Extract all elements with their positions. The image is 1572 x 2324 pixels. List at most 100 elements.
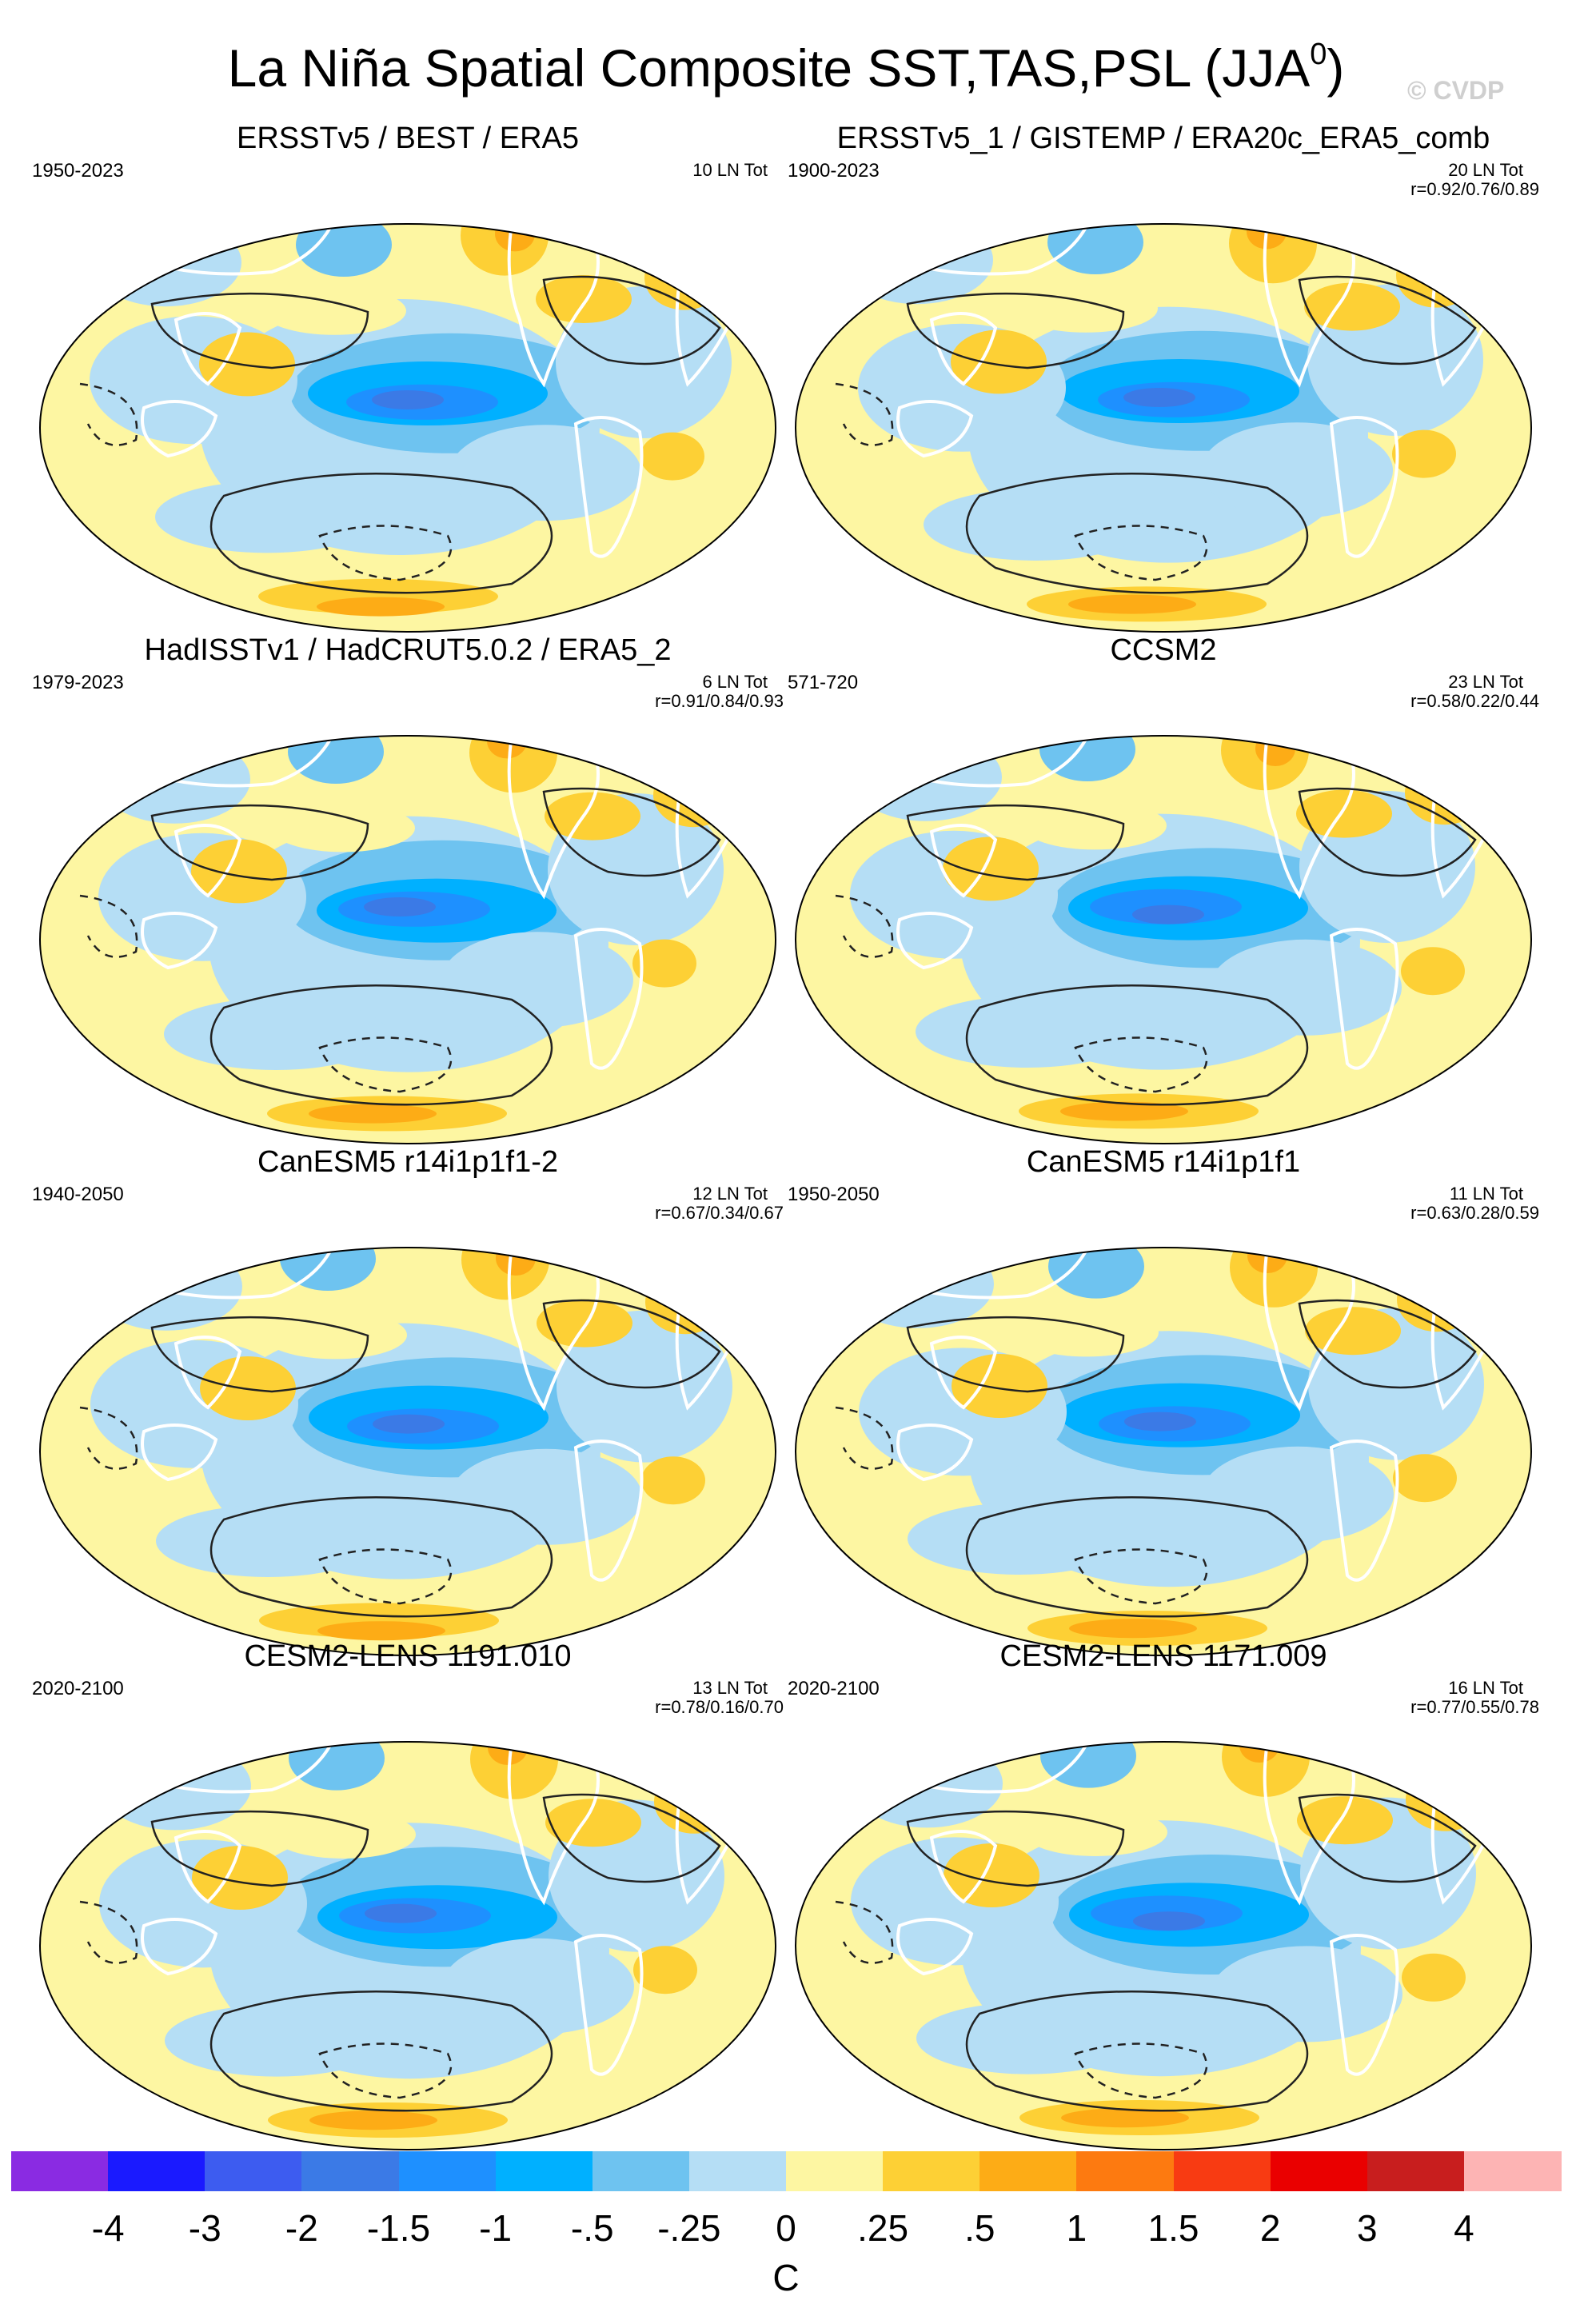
land-outline — [1329, 928, 1399, 1070]
anomaly-patch — [156, 1505, 380, 1577]
anomaly-field — [796, 1742, 1531, 2150]
anomaly-patch — [449, 425, 641, 521]
panel-period: 2020-2100 — [32, 1678, 124, 1699]
anomaly-patch — [372, 390, 444, 409]
anomaly-patch — [199, 332, 295, 397]
psl-contour — [965, 1990, 1309, 2112]
land-outline — [573, 416, 644, 558]
map-border — [39, 735, 776, 1144]
panel-correlation: r=0.78/0.16/0.70 — [655, 1697, 784, 1717]
world-map — [39, 223, 776, 633]
psl-contour — [1074, 525, 1208, 581]
land-outline — [126, 1742, 338, 1794]
psl-contour — [79, 382, 138, 446]
anomaly-patch — [870, 1248, 982, 1277]
figure-title: La Niña Spatial Composite SST,TAS,PSL (J… — [0, 22, 1572, 100]
panel-event-count: 20 LN Tot — [1448, 160, 1523, 180]
color-legend-swatch — [301, 2151, 399, 2191]
psl-contour — [209, 1990, 553, 2112]
land-outline — [141, 1918, 218, 1976]
world-map — [795, 735, 1532, 1144]
land-outline — [929, 312, 998, 386]
panel-period: 1900-2023 — [788, 160, 880, 182]
anomaly-patch — [851, 1742, 1003, 1828]
anomaly-patch — [1069, 1619, 1197, 1639]
color-legend-tick-label: -.25 — [657, 2207, 721, 2249]
color-legend-tick-label: -2 — [285, 2207, 318, 2249]
color-legend-tick-label: -1.5 — [366, 2207, 431, 2249]
anomaly-patch — [1133, 1911, 1205, 1931]
panel-period: 571-720 — [788, 672, 859, 693]
map-panel: ERSSTv5_1 / GISTEMP / ERA20c_ERA5_comb 1… — [788, 120, 1539, 648]
anomaly-patch — [861, 736, 973, 761]
cvdp-watermark: © CVDP — [1407, 76, 1505, 105]
psl-contour — [1298, 275, 1477, 365]
color-legend-swatch — [108, 2151, 205, 2191]
psl-contour — [150, 804, 369, 881]
anomaly-patch — [132, 736, 188, 751]
anomaly-patch — [944, 1843, 1039, 1907]
anomaly-patch — [1296, 789, 1392, 838]
land-outline — [929, 1830, 998, 1904]
color-legend-tick-label: -4 — [91, 2207, 125, 2249]
anomaly-patch — [288, 736, 384, 784]
psl-contour — [835, 382, 894, 446]
map-border — [39, 1741, 776, 2150]
anomaly-patch — [537, 1299, 632, 1348]
world-map — [795, 223, 1532, 633]
anomaly-patch — [441, 932, 633, 1028]
anomaly-patch — [442, 1938, 634, 2034]
land-outline — [929, 824, 998, 898]
anomaly-patch — [309, 1104, 437, 1124]
psl-contour — [542, 1793, 721, 1883]
anomaly-patch — [916, 2002, 1140, 2074]
anomaly-patch — [875, 224, 931, 232]
figure-title-close: ) — [1327, 38, 1345, 98]
psl-contour — [79, 1900, 138, 1964]
psl-contour — [1298, 1793, 1477, 1883]
world-map — [39, 1247, 776, 1656]
anomaly-patch — [365, 1903, 437, 1923]
world-map — [39, 1741, 776, 2150]
land-outline — [573, 928, 644, 1070]
psl-contour — [906, 804, 1125, 881]
land-outline — [882, 224, 1094, 276]
land-outline — [573, 1440, 644, 1582]
psl-contour — [965, 472, 1309, 594]
psl-contour — [150, 292, 369, 369]
panel-title: CESM2-LENS 1171.009 — [999, 1639, 1327, 1673]
land-outline — [141, 400, 218, 458]
anomaly-field — [40, 1742, 776, 2150]
land-outline — [174, 1830, 242, 1904]
psl-contour — [209, 472, 553, 594]
land-outline — [141, 912, 218, 970]
psl-contour — [906, 1810, 1125, 1887]
color-legend-tick-label: 1.5 — [1147, 2207, 1199, 2249]
psl-contour — [965, 1495, 1309, 1618]
land-outline — [896, 400, 974, 458]
anomaly-patch — [641, 1456, 705, 1505]
anomaly-patch — [262, 286, 406, 335]
land-outline — [174, 1336, 242, 1410]
color-legend-swatch — [1173, 2151, 1271, 2191]
anomaly-patch — [869, 224, 981, 254]
anomaly-patch — [1393, 1454, 1457, 1503]
land-outline — [882, 736, 1094, 788]
color-legend-swatch — [398, 2151, 497, 2191]
anomaly-patch — [124, 1248, 180, 1258]
color-legend-tick-label: -1 — [479, 2207, 513, 2249]
anomaly-patch — [98, 736, 250, 824]
anomaly-patch — [289, 1742, 385, 1791]
panel-title: ERSSTv5 / BEST / ERA5 — [236, 122, 579, 155]
figure-title-superscript: 0 — [1310, 38, 1327, 71]
anomaly-patch — [272, 1811, 416, 1859]
anomaly-patch — [862, 1742, 974, 1767]
psl-contour — [318, 1036, 453, 1093]
anomaly-patch — [116, 1742, 172, 1747]
anomaly-patch — [876, 1248, 932, 1256]
map-border — [795, 223, 1532, 633]
land-outline — [896, 1424, 974, 1482]
anomaly-patch — [1132, 904, 1204, 924]
anomaly-patch — [1392, 429, 1456, 478]
anomaly-patch — [633, 1946, 697, 1995]
